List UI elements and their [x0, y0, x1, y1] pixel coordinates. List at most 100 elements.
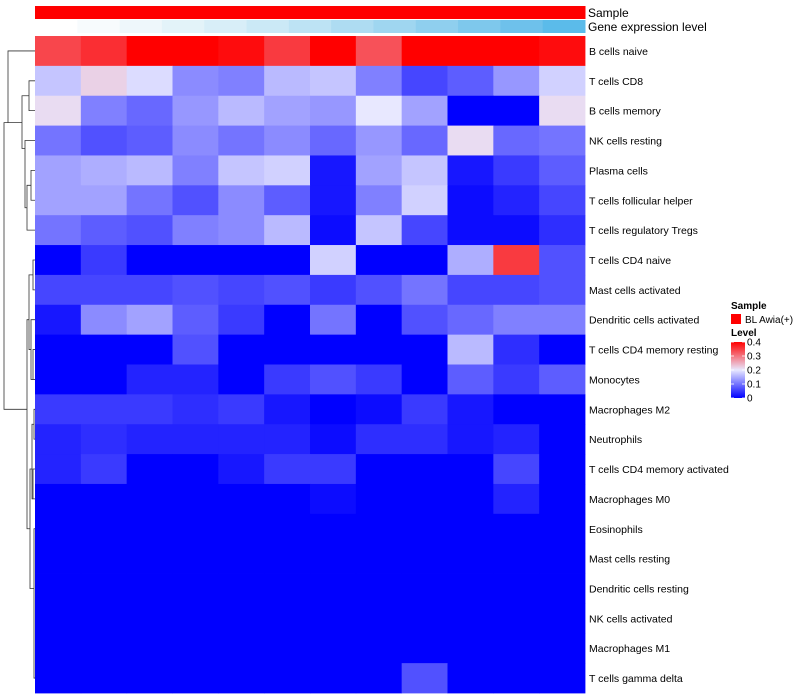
row-label: Macrophages M2	[589, 404, 670, 416]
heatmap-cell	[447, 36, 494, 67]
heatmap-cell	[126, 394, 173, 425]
row-label: Dendritic cells resting	[589, 583, 689, 595]
heatmap-cell	[172, 304, 219, 336]
heatmap-cell	[35, 573, 82, 604]
heatmap-cell	[35, 65, 82, 97]
heatmap-cell	[355, 274, 403, 306]
heatmap-cell	[126, 274, 173, 306]
annotation-label: Gene expression level	[588, 20, 707, 34]
annotation-cell	[500, 20, 544, 33]
heatmap-cell	[80, 603, 128, 634]
heatmap-cell	[172, 663, 219, 694]
dendrogram-branch	[33, 528, 35, 679]
annotation-cell	[373, 20, 417, 33]
heatmap-cell	[539, 603, 586, 634]
heatmap-cell	[80, 245, 128, 276]
heatmap-cell	[35, 483, 82, 515]
heatmap-cell	[126, 155, 173, 186]
heatmap-cell	[172, 245, 219, 276]
heatmap-cell	[401, 513, 448, 545]
heatmap-cell	[35, 185, 82, 216]
dendrogram-branch	[33, 408, 35, 440]
heatmap-cell	[172, 603, 219, 634]
heatmap-cell	[80, 95, 128, 126]
heatmap-cell	[80, 454, 128, 485]
heatmap-cell	[172, 454, 219, 485]
annotation-label: Sample	[588, 6, 629, 20]
heatmap-cell	[218, 334, 265, 365]
row-label: T cells gamma delta	[589, 673, 683, 685]
heatmap-cell	[126, 513, 173, 545]
row-labels: B cells naive T cells CD8 B cells memory NK…	[589, 46, 729, 685]
legend-sample-swatch	[731, 314, 741, 324]
heatmap-cell	[35, 424, 82, 455]
heatmap-cell	[539, 483, 586, 515]
annotation-cell	[77, 20, 121, 33]
heatmap-cell	[310, 424, 357, 455]
heatmap-cell	[80, 663, 128, 694]
dendrogram-branch	[26, 319, 30, 530]
heatmap-cell	[264, 454, 311, 485]
heatmap-cell	[218, 573, 265, 604]
heatmap-cell	[35, 364, 82, 395]
heatmap-cell	[539, 36, 586, 67]
heatmap-cell	[493, 125, 540, 156]
heatmap-cell	[401, 364, 448, 395]
dendrogram-branch	[24, 140, 35, 209]
heatmap-cell	[310, 245, 357, 276]
legend-level-title: Level	[731, 328, 757, 339]
heatmap-cell	[447, 245, 494, 276]
heatmap-cell	[447, 424, 494, 455]
heatmap-cell	[80, 543, 128, 574]
heatmap-cell	[539, 155, 586, 186]
heatmap-cell	[80, 633, 128, 664]
heatmap-cell	[35, 394, 82, 425]
heatmap-cell	[35, 513, 82, 545]
heatmap-cell	[447, 304, 494, 336]
heatmap-cell	[310, 663, 357, 694]
annotation-cell	[458, 6, 501, 19]
heatmap-cell	[218, 454, 265, 485]
heatmap-cell	[80, 215, 128, 246]
heatmap-cell	[218, 304, 265, 336]
heatmap-cell	[264, 185, 311, 216]
annotation-cell	[119, 6, 163, 19]
heatmap-cell	[172, 125, 219, 156]
legend-sample-title: Sample	[731, 301, 767, 312]
heatmap-cell	[172, 394, 219, 425]
heatmap-cell	[539, 125, 586, 156]
heatmap-cell	[264, 334, 311, 365]
heatmap-cell	[310, 155, 357, 186]
annotation-cell	[415, 20, 459, 33]
heatmap-cell	[310, 36, 357, 67]
heatmap-cell	[310, 483, 357, 515]
heatmap-cell	[355, 215, 403, 246]
heatmap-cell	[218, 274, 265, 306]
annotation-cell	[161, 20, 205, 33]
heatmap-cell	[355, 185, 403, 216]
heatmap-cell	[310, 334, 357, 365]
dendrogram-branch	[21, 95, 29, 149]
heatmap-cell	[126, 215, 173, 246]
heatmap-cell	[539, 573, 586, 604]
heatmap-cell	[80, 424, 128, 455]
heatmap-cell	[493, 633, 540, 664]
heatmap-cell	[493, 663, 540, 694]
heatmap-cell	[493, 483, 540, 515]
row-label: B cells naive	[589, 46, 648, 58]
heatmap-cell	[401, 274, 448, 306]
heatmap-cell	[493, 95, 540, 126]
heatmap-cell	[126, 36, 173, 67]
heatmap-cell	[218, 185, 265, 216]
heatmap-cell	[80, 573, 128, 604]
heatmap-cell	[218, 543, 265, 574]
heatmap-cell	[355, 633, 403, 664]
heatmap-cell	[126, 454, 173, 485]
heatmap-cell	[493, 304, 540, 336]
heatmap-cell	[493, 245, 540, 276]
heatmap-cell	[264, 394, 311, 425]
heatmap-cell	[218, 364, 265, 395]
heatmap-cell	[447, 274, 494, 306]
heatmap-cell	[310, 513, 357, 545]
heatmap-cell	[172, 36, 219, 67]
